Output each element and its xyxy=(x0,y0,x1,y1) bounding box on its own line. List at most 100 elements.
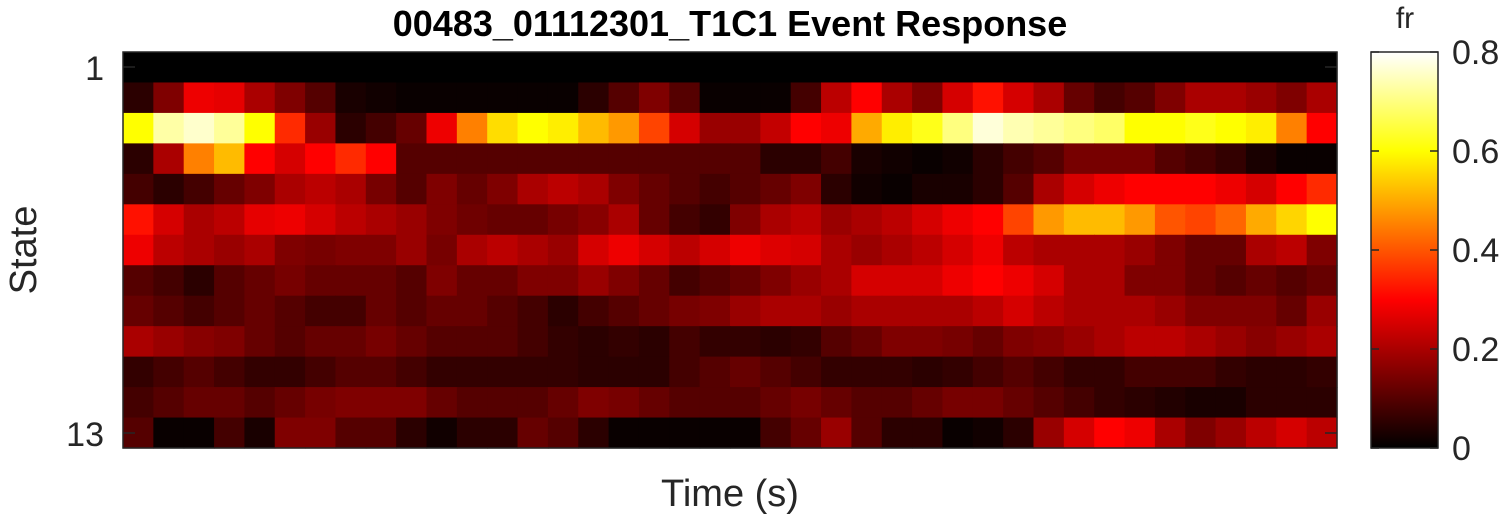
heatmap-cell xyxy=(1306,265,1338,297)
chart-title: 00483_01112301_T1C1 Event Response xyxy=(393,3,1067,44)
heatmap-cell xyxy=(1003,112,1035,144)
heatmap-cell xyxy=(547,204,579,236)
heatmap-cell xyxy=(790,387,822,419)
heatmap-cell xyxy=(335,112,367,144)
heatmap-cell xyxy=(730,417,761,449)
heatmap-cell xyxy=(183,143,215,175)
heatmap-cells xyxy=(123,52,1338,449)
heatmap-cell xyxy=(153,417,185,449)
heatmap-cell xyxy=(305,82,337,114)
heatmap-cell xyxy=(183,112,215,144)
heatmap-cell xyxy=(760,234,792,266)
heatmap-cell xyxy=(1033,52,1065,84)
heatmap-cell xyxy=(1185,234,1217,266)
heatmap-cell xyxy=(638,52,670,84)
heatmap-cell xyxy=(821,82,852,114)
heatmap-cell xyxy=(335,295,367,327)
heatmap-cell xyxy=(396,112,428,144)
heatmap-cell xyxy=(487,326,519,358)
heatmap-cell xyxy=(517,295,549,327)
heatmap-cell xyxy=(274,143,306,175)
heatmap-cell xyxy=(821,143,852,175)
heatmap-cell xyxy=(547,234,579,266)
heatmap-cell xyxy=(517,265,549,297)
heatmap-cell xyxy=(1245,204,1277,236)
heatmap-cell xyxy=(335,82,367,114)
heatmap-cell xyxy=(1094,387,1126,419)
heatmap-cell xyxy=(1215,52,1247,84)
heatmap-cell xyxy=(1094,265,1126,297)
heatmap-cell xyxy=(365,112,397,144)
heatmap-cell xyxy=(1154,417,1186,449)
heatmap-cell xyxy=(547,295,579,327)
heatmap-cell xyxy=(1063,356,1095,388)
heatmap-cell xyxy=(790,356,822,388)
heatmap-cell xyxy=(1306,387,1338,419)
heatmap-cell xyxy=(1215,417,1247,449)
heatmap-cell xyxy=(912,143,944,175)
heatmap-cell xyxy=(1003,234,1035,266)
heatmap-cell xyxy=(305,204,337,236)
heatmap-cell xyxy=(699,173,731,205)
heatmap-cell xyxy=(123,204,154,236)
heatmap-cell xyxy=(972,112,1004,144)
heatmap-cell xyxy=(547,326,579,358)
heatmap-cell xyxy=(790,234,822,266)
heatmap-cell xyxy=(335,143,367,175)
heatmap-cell xyxy=(912,52,944,84)
heatmap-cell xyxy=(942,326,974,358)
heatmap-cell xyxy=(183,52,215,84)
heatmap-cell xyxy=(1063,417,1095,449)
heatmap-cell xyxy=(790,52,822,84)
heatmap-cell xyxy=(821,234,852,266)
heatmap-cell xyxy=(1215,326,1247,358)
heatmap-cell xyxy=(517,112,549,144)
heatmap-cell xyxy=(1003,356,1035,388)
heatmap-cell xyxy=(456,82,488,114)
heatmap-cell xyxy=(1094,112,1126,144)
heatmap-cell xyxy=(396,173,428,205)
heatmap-cell xyxy=(274,82,306,114)
colorbar-tick-label: 0 xyxy=(1452,430,1471,468)
heatmap-cell xyxy=(851,387,883,419)
heatmap-cell xyxy=(699,417,731,449)
heatmap-cell xyxy=(1276,387,1308,419)
heatmap-cell xyxy=(1215,112,1247,144)
heatmap-cell xyxy=(972,265,1004,297)
heatmap-cell xyxy=(1063,326,1095,358)
heatmap-cell xyxy=(214,112,245,144)
heatmap-cell xyxy=(1276,417,1308,449)
heatmap-cell xyxy=(214,356,245,388)
heatmap-cell xyxy=(790,82,822,114)
heatmap-cell xyxy=(1033,417,1065,449)
heatmap-cell xyxy=(730,112,761,144)
heatmap-cell xyxy=(669,234,701,266)
heatmap-cell xyxy=(456,326,488,358)
heatmap-cell xyxy=(335,387,367,419)
heatmap-cell xyxy=(365,356,397,388)
heatmap-cell xyxy=(426,112,458,144)
heatmap-cell xyxy=(183,204,215,236)
heatmap-cell xyxy=(972,295,1004,327)
heatmap-cell xyxy=(972,234,1004,266)
heatmap-cell xyxy=(730,143,761,175)
heatmap-cell xyxy=(881,326,913,358)
heatmap-cell xyxy=(972,326,1004,358)
heatmap-cell xyxy=(487,112,519,144)
heatmap-cell xyxy=(214,295,245,327)
heatmap-cell xyxy=(972,356,1004,388)
heatmap-cell xyxy=(396,82,428,114)
heatmap-cell xyxy=(517,173,549,205)
heatmap-cell xyxy=(1185,204,1217,236)
heatmap-cell xyxy=(638,112,670,144)
heatmap-cell xyxy=(426,82,458,114)
heatmap-cell xyxy=(1094,326,1126,358)
heatmap-cell xyxy=(1306,356,1338,388)
heatmap-cell xyxy=(699,234,731,266)
heatmap-cell xyxy=(214,173,245,205)
heatmap-cell xyxy=(942,295,974,327)
heatmap-cell xyxy=(487,387,519,419)
heatmap-cell xyxy=(821,173,852,205)
heatmap-cell xyxy=(578,82,610,114)
heatmap-cell xyxy=(274,265,306,297)
